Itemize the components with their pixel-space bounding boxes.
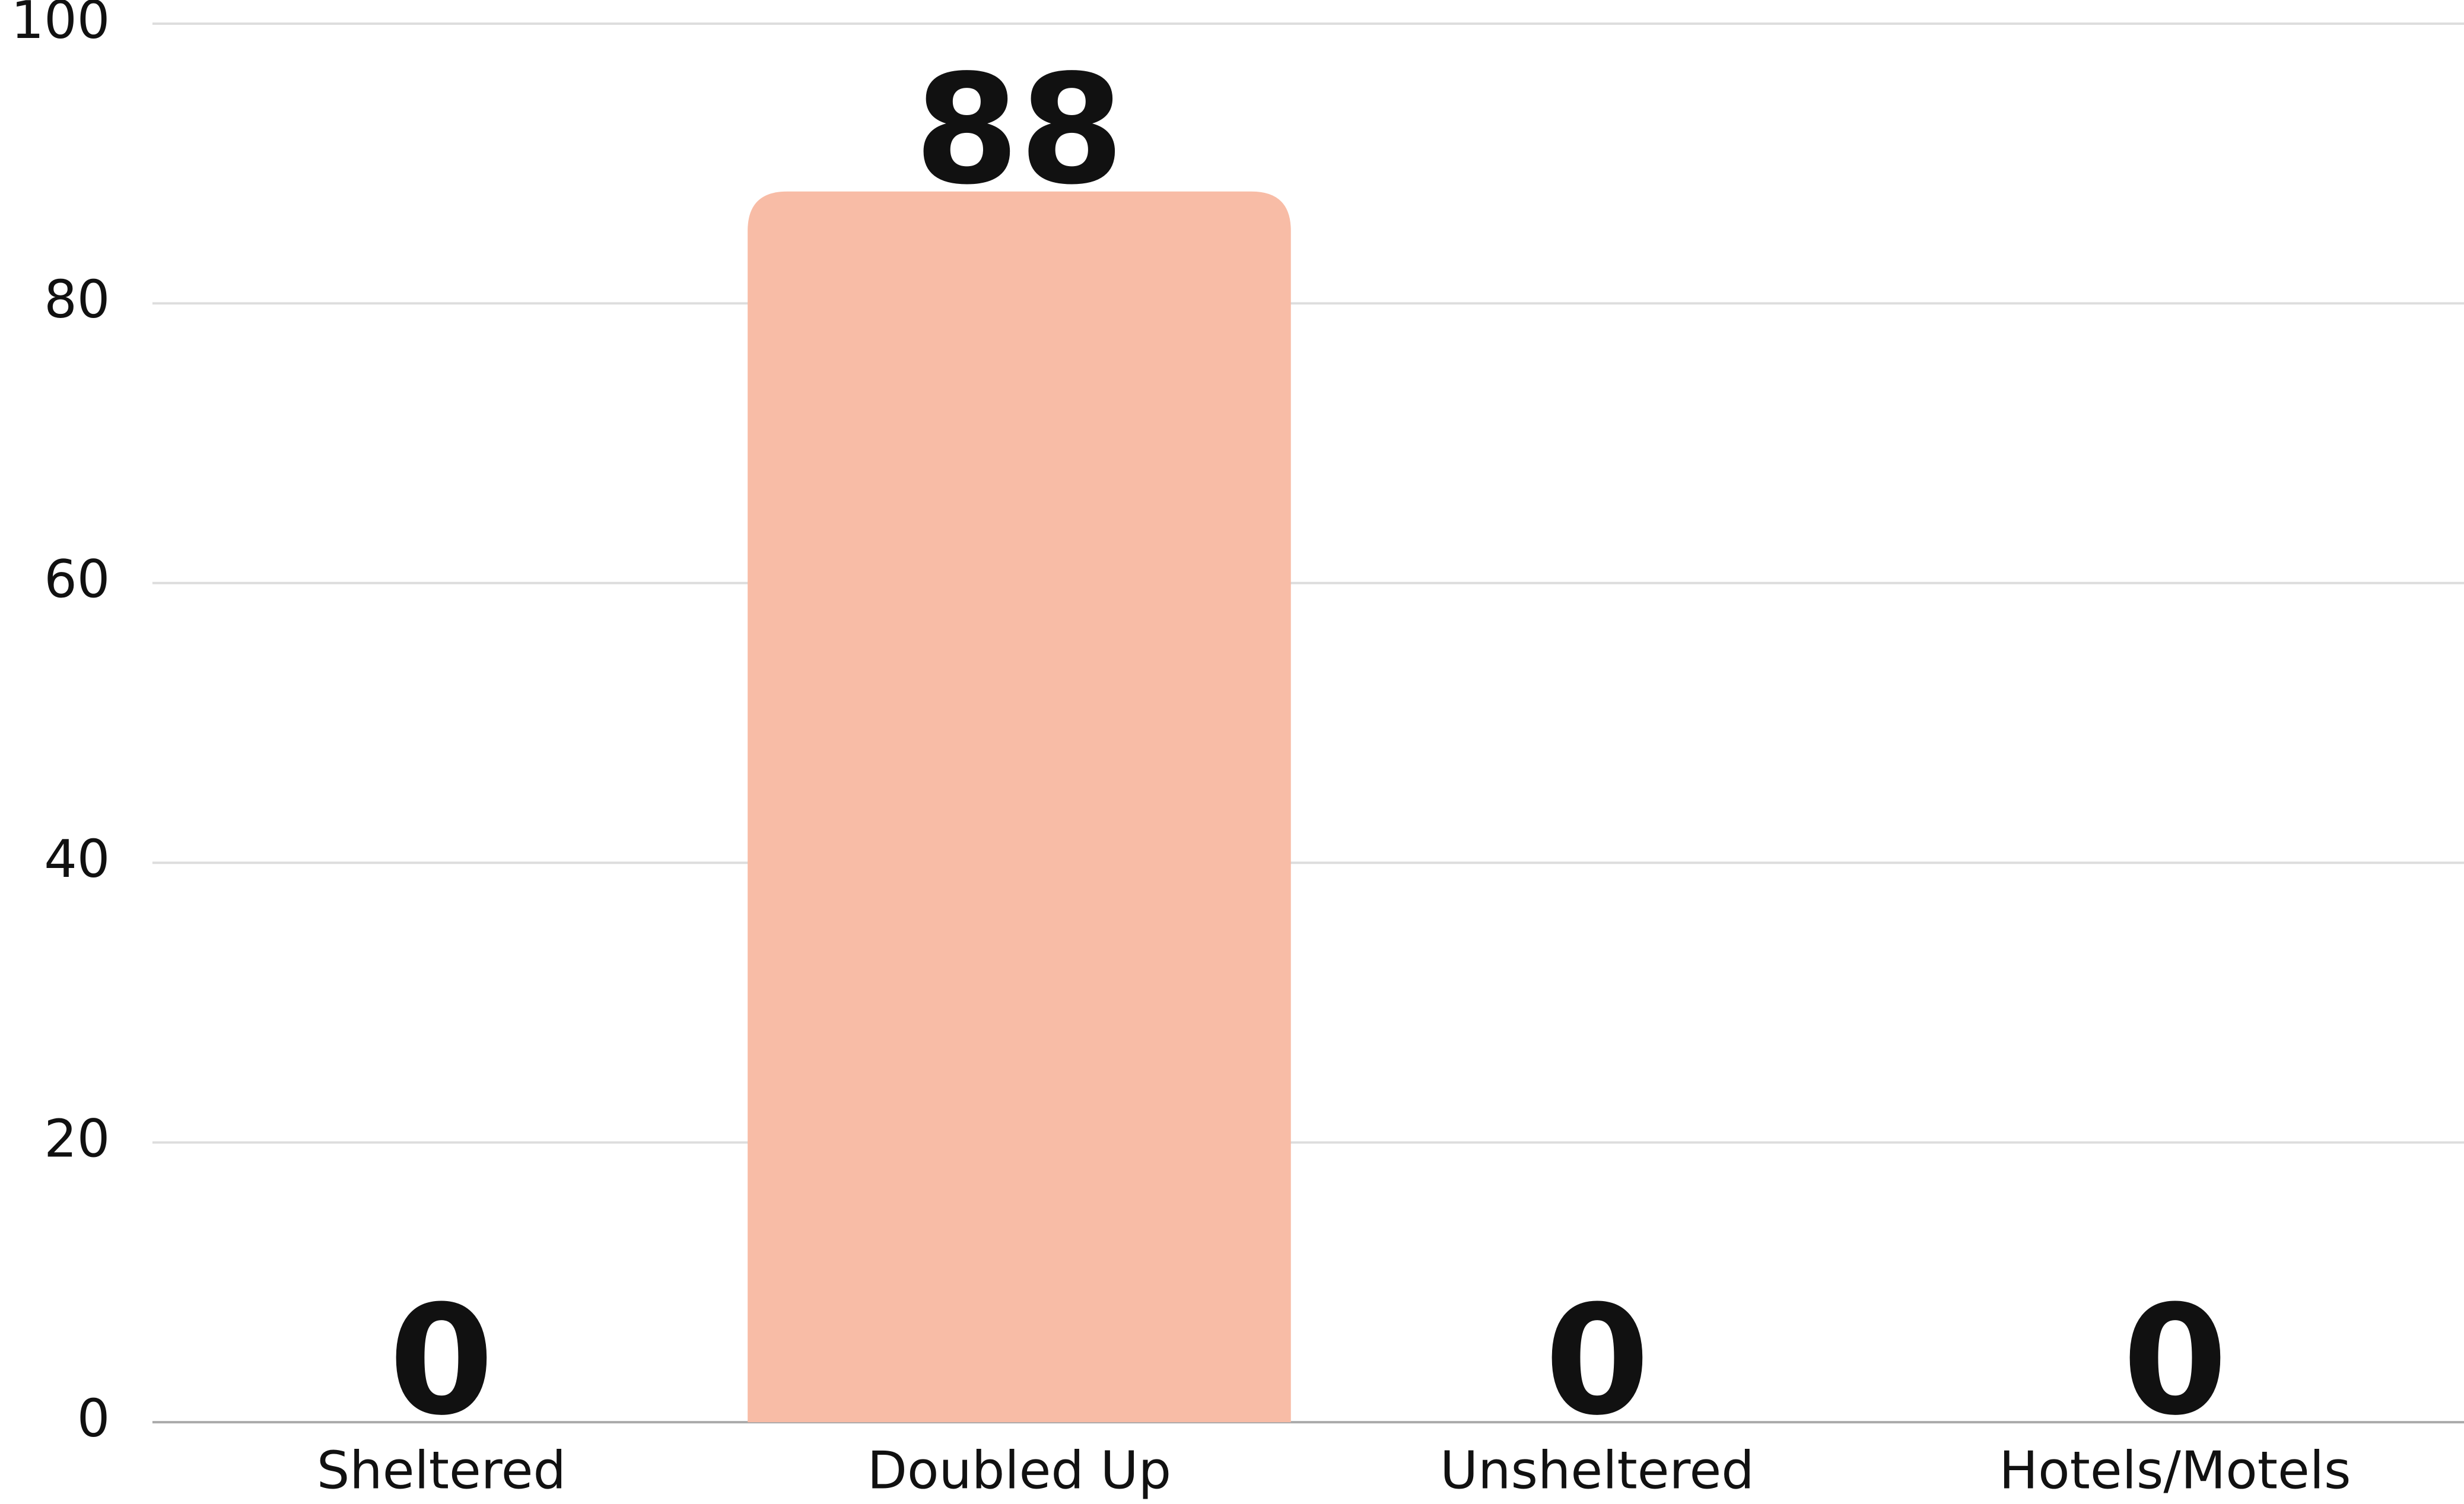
- data-label: 0: [2123, 1273, 2228, 1448]
- y-tick-label: 60: [44, 549, 110, 610]
- y-tick-label: 80: [44, 269, 110, 330]
- y-tick-label: 40: [44, 829, 110, 889]
- y-tick-label: 20: [44, 1109, 110, 1169]
- data-label: 88: [914, 42, 1124, 218]
- bar: [748, 191, 1291, 1423]
- x-tick-label: Doubled Up: [867, 1440, 1171, 1500]
- data-label: 0: [1545, 1273, 1650, 1448]
- x-tick-label: Sheltered: [317, 1440, 566, 1500]
- x-tick-label: Unsheltered: [1440, 1440, 1754, 1500]
- y-tick-label: 0: [77, 1388, 110, 1449]
- data-label: 0: [389, 1273, 494, 1448]
- y-tick-label: 100: [11, 0, 110, 50]
- x-tick-label: Hotels/Motels: [1999, 1440, 2351, 1500]
